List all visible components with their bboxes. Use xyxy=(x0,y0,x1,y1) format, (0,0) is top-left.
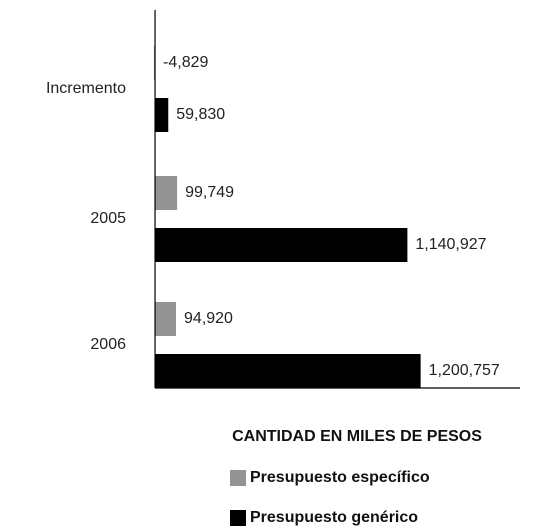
value-label: 59,830 xyxy=(176,106,225,123)
bar xyxy=(155,354,421,388)
bar xyxy=(155,302,177,336)
legend-swatch xyxy=(230,510,246,526)
axis-title: CANTIDAD EN MILES DE PESOS xyxy=(232,428,482,445)
legend-swatch xyxy=(230,470,246,486)
category-label: 2005 xyxy=(90,210,126,227)
category-label: Incremento xyxy=(46,80,126,97)
category-label: 2006 xyxy=(90,336,126,353)
bar xyxy=(155,228,408,262)
value-label: 99,749 xyxy=(185,184,234,201)
legend-label: Presupuesto específico xyxy=(250,469,430,486)
bar xyxy=(155,98,169,132)
legend-label: Presupuesto genérico xyxy=(250,509,418,526)
value-label: 94,920 xyxy=(184,310,233,327)
value-label: 1,140,927 xyxy=(415,236,486,253)
value-label: 1,200,757 xyxy=(429,362,500,379)
value-label: -4,829 xyxy=(163,54,208,71)
bar xyxy=(155,176,178,210)
